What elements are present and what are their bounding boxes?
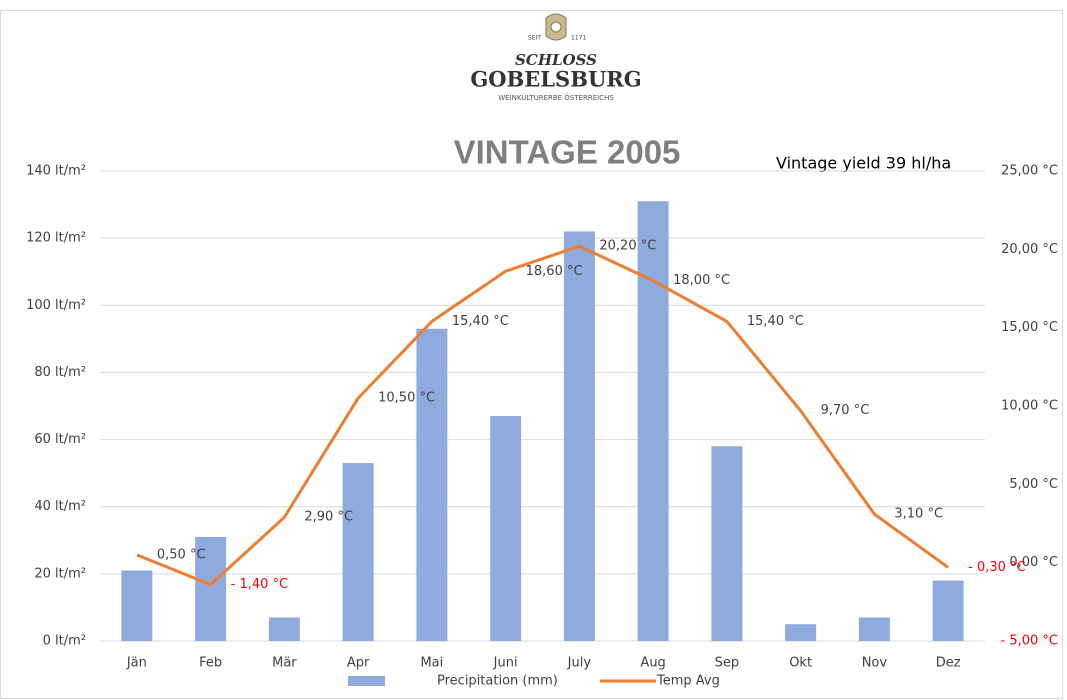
logo-tagline: WEINKULTURERBE ÖSTERREICHS bbox=[498, 93, 614, 102]
bar bbox=[563, 231, 595, 641]
x-tick-label: Apr bbox=[347, 656, 370, 671]
x-tick-label: Sep bbox=[715, 656, 740, 671]
x-tick-label: Mai bbox=[420, 656, 443, 671]
logo-year: 1171 bbox=[571, 35, 586, 42]
bar bbox=[268, 617, 300, 641]
y-tick-label: 0 lt/m² bbox=[43, 634, 86, 649]
logo-line2: GOBELSBURG bbox=[470, 67, 641, 92]
y-tick-label: 120 lt/m² bbox=[26, 231, 86, 246]
bar bbox=[416, 328, 448, 641]
logo-line1: SCHLOSS bbox=[515, 51, 597, 69]
annotation: Vintage yield 39 hl/ha bbox=[776, 154, 951, 173]
y-tick-label: 140 lt/m² bbox=[26, 164, 86, 179]
y2-tick-label: 25,00 °C bbox=[1001, 164, 1058, 179]
data-label: 10,50 °C bbox=[378, 391, 435, 406]
legend-label: Temp Avg bbox=[656, 674, 720, 689]
y2-tick-label: 0,00 °C bbox=[1009, 555, 1058, 570]
data-label: 18,00 °C bbox=[673, 273, 730, 288]
y-tick-label: 100 lt/m² bbox=[26, 298, 86, 313]
bar bbox=[637, 201, 669, 641]
bar bbox=[785, 624, 817, 641]
y2-tick-label: 10,00 °C bbox=[1001, 399, 1058, 414]
x-tick-label: Jän bbox=[126, 656, 147, 671]
logo: SEIT 1171 SCHLOSS GOBELSBURG WEINKULTURE… bbox=[470, 13, 642, 102]
data-label: - 0,30 °C bbox=[968, 560, 1025, 575]
y2-tick-label: 15,00 °C bbox=[1001, 320, 1058, 335]
line bbox=[136, 244, 950, 587]
legend-label: Precipitation (mm) bbox=[437, 674, 558, 689]
bar bbox=[711, 446, 743, 641]
x-tick-label: Juni bbox=[493, 656, 518, 671]
bar bbox=[490, 416, 522, 641]
y2-tick-label: 20,00 °C bbox=[1001, 242, 1058, 257]
data-label: 2,90 °C bbox=[304, 510, 353, 525]
y-tick-label: 60 lt/m² bbox=[34, 432, 86, 447]
y-tick-label: 40 lt/m² bbox=[34, 499, 86, 514]
x-tick-label: Feb bbox=[199, 656, 222, 671]
bar bbox=[932, 580, 964, 641]
x-tick-label: Okt bbox=[789, 656, 812, 671]
y2-tick-label: 5,00 °C bbox=[1009, 477, 1058, 492]
x-tick-label: Nov bbox=[862, 656, 888, 671]
bar bbox=[858, 617, 890, 641]
x-tick-label: Mär bbox=[272, 656, 297, 671]
logo-since: SEIT bbox=[528, 35, 541, 42]
data-label: - 1,40 °C bbox=[231, 577, 288, 592]
data-label: 0,50 °C bbox=[157, 547, 206, 562]
chart-title: VINTAGE 2005 bbox=[454, 134, 681, 171]
data-label: 9,70 °C bbox=[821, 403, 870, 418]
data-label: 20,20 °C bbox=[599, 239, 656, 254]
data-label: 3,10 °C bbox=[894, 507, 943, 522]
bar bbox=[195, 536, 227, 641]
y2-tick-label: - 5,00 °C bbox=[1001, 634, 1058, 649]
data-label: 15,40 °C bbox=[452, 314, 509, 329]
x-tick-label: Dez bbox=[936, 656, 961, 671]
data-label: 15,40 °C bbox=[747, 314, 804, 329]
legend-swatch bbox=[348, 676, 385, 686]
frame bbox=[0, 10, 1063, 699]
crest-inner bbox=[550, 21, 562, 33]
x-tick-label: Aug bbox=[640, 656, 665, 671]
bar bbox=[342, 463, 374, 641]
bar bbox=[121, 570, 153, 641]
y-tick-label: 80 lt/m² bbox=[34, 365, 86, 380]
data-label: 18,60 °C bbox=[526, 264, 583, 279]
y-tick-label: 20 lt/m² bbox=[34, 566, 86, 581]
x-tick-label: July bbox=[567, 656, 592, 671]
